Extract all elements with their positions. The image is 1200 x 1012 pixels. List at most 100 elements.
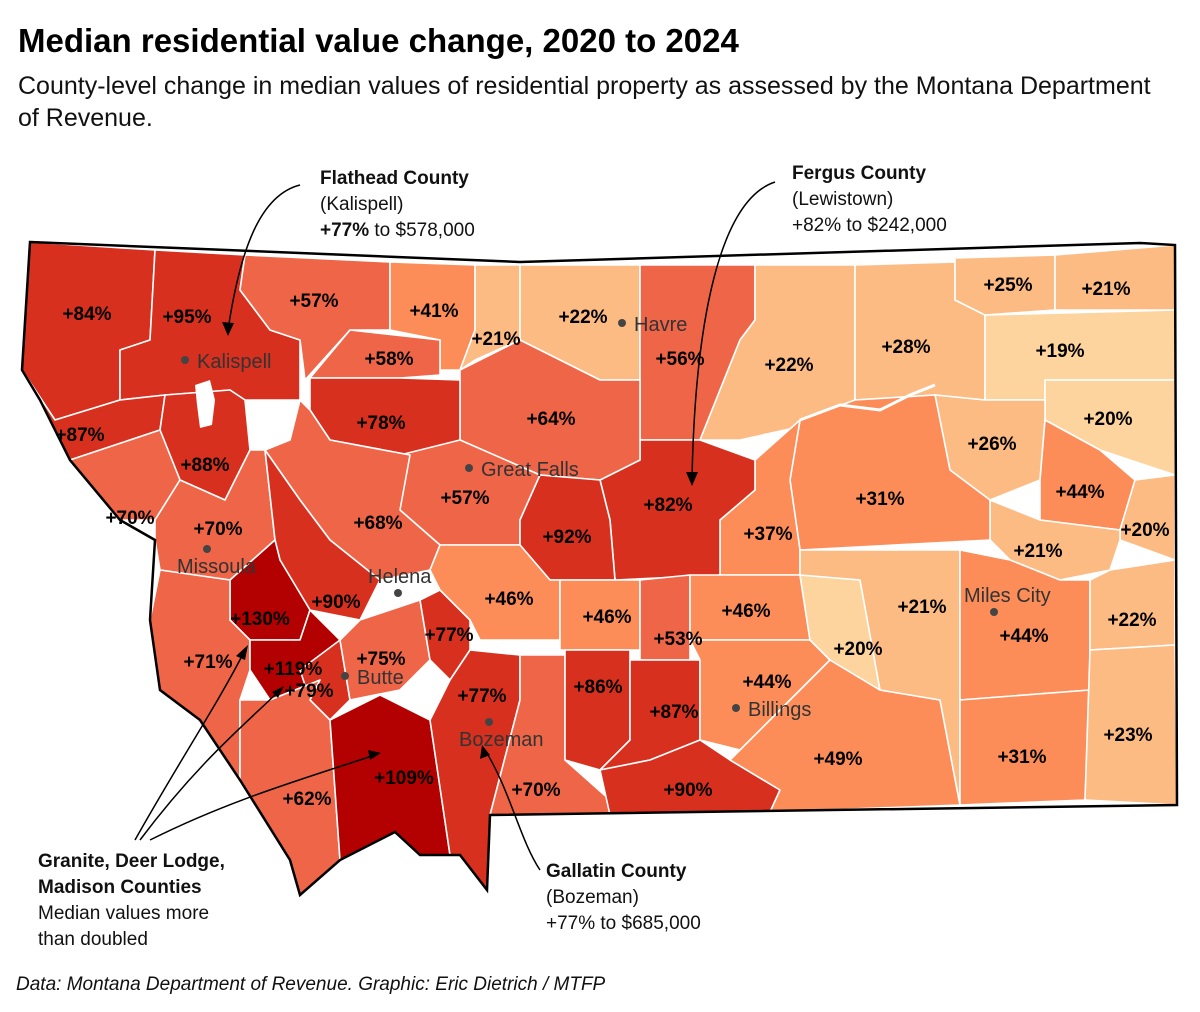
county-change-label: +90% [663,780,712,801]
county-change-label: +21% [1081,279,1130,300]
fort-peck-lake [799,383,936,422]
madison-arrow [149,754,376,841]
county-change-label: +87% [55,425,104,446]
annotation-name-1: Granite, Deer Lodge, [38,851,225,872]
county-change-label: +75% [356,649,405,670]
annotation-name: Fergus County [792,163,927,184]
annotation-flathead: Flathead County (Kalispell) +77% to $578… [320,166,475,244]
county-change-label: +79% [284,681,333,702]
fergus-arrow [691,181,776,481]
county-change-label: +68% [353,513,402,534]
county-change-label: +20% [1083,409,1132,430]
county-change-label: +71% [183,652,232,673]
annotation-pct: +77% [320,220,370,241]
county-change-label: +130% [230,609,290,630]
annotation-city: (Kalispell) [320,194,404,215]
city-label: Missoula [177,556,257,578]
county-change-label: +77% [457,686,506,707]
county-shape [1054,244,1176,311]
county-change-label: +20% [1120,520,1169,541]
city-label: Bozeman [459,729,544,751]
annotation-detail: +82% to $242,000 [792,215,947,236]
county-change-label: +22% [764,355,813,376]
city-dot-icon [394,589,402,597]
annotation-value: to $578,000 [369,220,475,241]
county-change-label: +70% [511,780,560,801]
city-label: Billings [748,699,811,721]
city-dot-icon [618,319,626,327]
county-change-label: +84% [62,304,111,325]
county-change-label: +44% [999,626,1048,647]
county-change-label: +31% [855,489,904,510]
annotation-fergus: Fergus County (Lewistown) +82% to $242,0… [792,161,947,239]
annotation-arrows [134,181,776,871]
county-change-label: +62% [282,789,331,810]
county-change-label: +86% [573,677,622,698]
county-change-label: +22% [558,307,607,328]
county-change-label: +87% [649,702,698,723]
page-subtitle: County-level change in median values of … [18,72,1151,132]
deerlodge-arrow [139,689,281,841]
city-label: Butte [357,667,404,689]
county-change-label: +28% [881,337,930,358]
county-change-label: +56% [655,349,704,370]
granite-arrow [134,649,246,841]
county-change-label: +25% [983,275,1032,296]
city-label: Havre [634,314,687,336]
county-change-label: +77% [424,625,473,646]
county-change-label: +46% [582,607,631,628]
county-change-label: +49% [813,749,862,770]
annotation-detail-2: than doubled [38,929,148,950]
annotation-detail: +77% to $685,000 [546,913,701,934]
county-label-layer: +84% +95% +57% +41% +58% +21% +22% +56% +22% +28%… [55,275,1169,810]
county-layer [21,241,1178,896]
annotation-city: (Lewistown) [792,189,894,210]
city-dot-icon [203,545,211,553]
county-change-label: +78% [356,413,405,434]
annotation-detail-1: Median values more [38,903,210,924]
county-shape [309,329,441,379]
county-change-label: +92% [542,527,591,548]
city-layer: Kalispell Havre Great Falls Missoula Helena B… [177,314,1051,751]
county-shape [954,254,1056,316]
county-shape [1089,559,1176,651]
county-shape [1119,474,1176,561]
county-change-label: +57% [440,488,489,509]
county-change-label: +23% [1103,725,1152,746]
flathead-lake [195,380,215,428]
city-label: Great Falls [481,459,579,481]
county-change-label: +82% [643,495,692,516]
county-change-label: +90% [311,592,360,613]
county-change-label: +64% [526,409,575,430]
annotation-name: Flathead County [320,168,469,189]
state-outline [20,240,1179,898]
county-change-label: +70% [105,508,154,529]
city-label: Helena [368,566,432,588]
county-change-label: +41% [409,301,458,322]
annotation-name: Gallatin County [546,861,687,882]
county-change-label: +70% [193,519,242,540]
county-change-label: +21% [897,597,946,618]
county-change-label: +53% [653,629,702,650]
page-title: Median residential value change, 2020 to… [18,22,739,59]
county-change-label: +46% [484,589,533,610]
city-dot-icon [465,464,473,472]
county-change-label: +21% [471,329,520,350]
annotation-granite-deerlodge-madison: Granite, Deer Lodge, Madison Counties Me… [38,849,225,953]
county-change-label: +20% [833,639,882,660]
county-change-label: +22% [1107,610,1156,631]
flathead-arrow [227,184,301,331]
city-dot-icon [341,672,349,680]
county-change-label: +31% [997,747,1046,768]
county-change-label: +37% [743,524,792,545]
city-label: Kalispell [197,351,271,373]
source-credit: Data: Montana Department of Revenue. Gra… [16,974,606,995]
county-change-label: +19% [1035,341,1084,362]
city-dot-icon [732,704,740,712]
gallatin-arrow [484,749,541,871]
annotation-city: (Bozeman) [546,887,639,908]
city-dot-icon [181,356,189,364]
county-change-label: +21% [1013,541,1062,562]
city-dot-icon [485,718,493,726]
